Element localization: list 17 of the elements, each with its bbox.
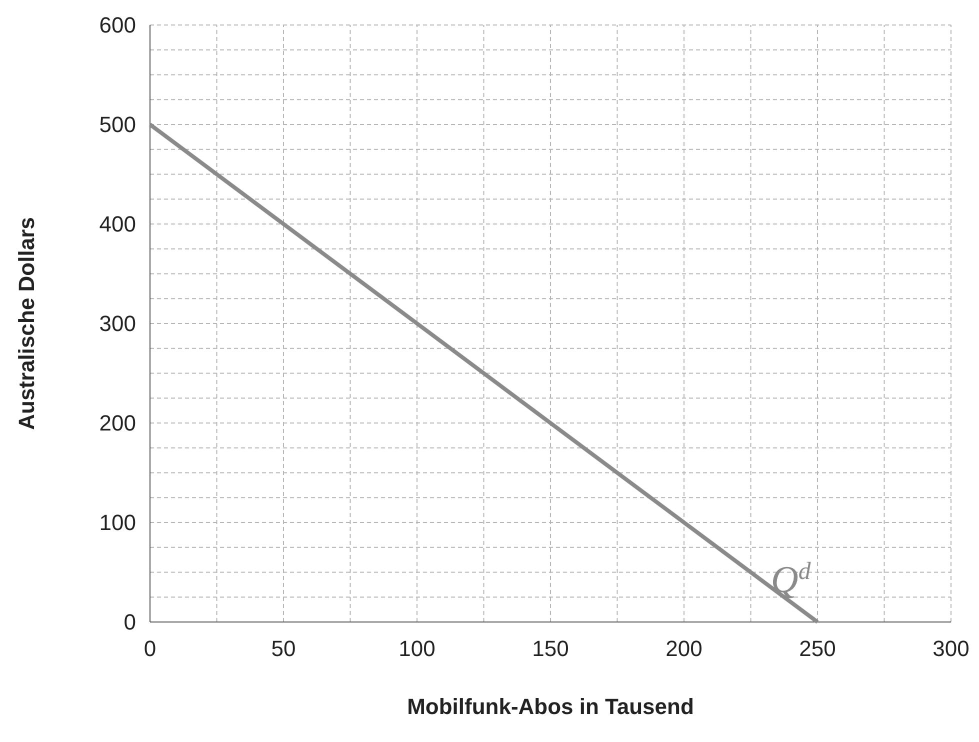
x-tick-label: 250 bbox=[799, 636, 836, 661]
y-tick-label: 600 bbox=[99, 12, 136, 38]
y-tick-label: 200 bbox=[99, 410, 136, 436]
x-axis-title: Mobilfunk-Abos in Tausend bbox=[407, 694, 694, 719]
x-tick-label: 150 bbox=[532, 636, 569, 661]
x-tick-label: 50 bbox=[271, 636, 296, 661]
y-axis-title: Australische Dollars bbox=[14, 217, 39, 430]
x-tick-label: 0 bbox=[144, 636, 156, 661]
x-tick-label: 200 bbox=[666, 636, 702, 661]
y-tick-label: 300 bbox=[99, 311, 136, 336]
y-tick-label: 400 bbox=[99, 212, 136, 237]
x-tick-label: 300 bbox=[932, 636, 970, 661]
x-tick-label: 100 bbox=[398, 636, 436, 661]
y-tick-label: 0 bbox=[124, 610, 136, 635]
y-tick-label: 100 bbox=[99, 510, 136, 536]
annotation: Q$^{d}$ bbox=[770, 558, 812, 602]
y-tick-label: 500 bbox=[99, 112, 136, 138]
